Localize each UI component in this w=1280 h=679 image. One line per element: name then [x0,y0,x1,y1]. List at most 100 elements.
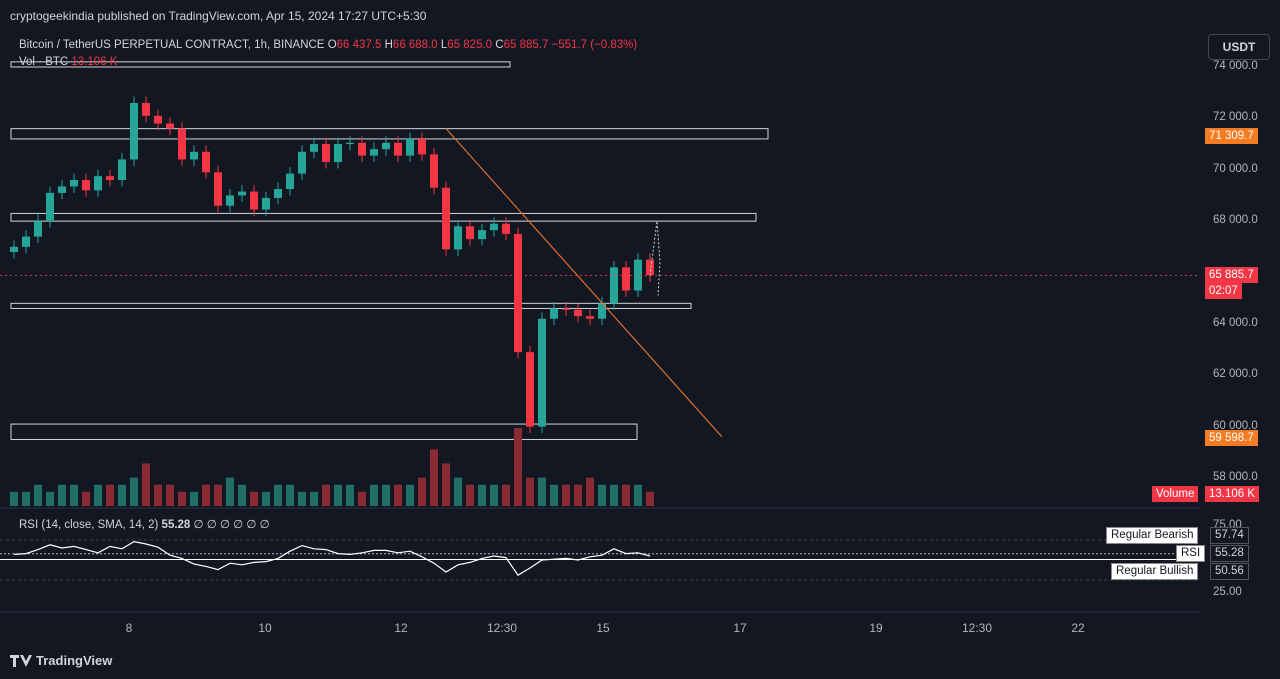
candle-body [358,142,366,156]
volume-bar [346,484,354,506]
candle-body [418,138,426,155]
trendline[interactable] [445,128,723,438]
tradingview-logo[interactable]: TradingView [10,653,112,668]
candle-body [490,223,498,231]
time-axis-tick: 12:30 [486,621,518,635]
price-axis-tick: 58 000.0 [1213,471,1258,483]
low-value: 65 825.0 [447,39,493,51]
publisher-info: cryptogeekindia published on TradingView… [10,9,427,23]
price-axis-tick: 60 000.0 [1213,419,1258,432]
volume-bar [634,484,642,506]
candle-body [226,195,234,206]
candle-body [466,226,474,240]
price-axis-tick: 64 000.0 [1213,316,1258,329]
volume-bar [142,463,150,506]
volume-bars [10,428,654,506]
candle-body [34,221,42,237]
volume-bar [34,484,42,506]
volume-bar [538,477,546,506]
price-axis-tick: 70 000.0 [1213,162,1258,175]
volume-bar [226,477,234,506]
candle-body [502,223,510,234]
volume-bar [382,484,390,506]
candle-body [322,144,330,163]
volume-bar [190,491,198,506]
candle-body [214,172,222,206]
candle-body [598,303,606,319]
volume-bar [46,491,54,506]
currency-button[interactable]: USDT [1208,34,1270,60]
volume-bar [514,428,522,506]
candle-body [46,192,54,222]
candle-body [430,154,438,188]
zone-box [10,61,511,68]
volume-tag-label: Volume [1152,486,1199,502]
time-axis-tick: 17 [733,621,747,635]
candle-body [202,151,210,173]
volume-bar [58,484,66,506]
time-axis-tick: 12 [394,621,408,635]
volume-bar [394,484,402,506]
volume-bar [250,491,258,506]
volume-bar [94,484,102,506]
candle-body [274,189,282,199]
volume-bar [238,484,246,506]
volume-bar [298,491,306,506]
projection-path [649,221,661,296]
time-axis-tick: 12:30 [961,621,993,635]
candle-body [442,187,450,250]
rsi-line [13,540,651,577]
candle-body [298,151,306,174]
volume-bar [430,449,438,506]
candle-body [286,173,294,190]
candle-body [454,226,462,250]
candle-body [154,115,162,124]
top-bar: cryptogeekindia published on TradingView… [0,0,1280,32]
rsi-legend-value: 55.28 [161,519,191,531]
candle-body [190,151,198,160]
time-axis-tick: 10 [258,621,272,635]
time-axis-tick: 15 [596,621,610,635]
volume-bar [82,491,90,506]
candle-body [22,236,30,247]
regular-bullish-value: 50.56 [1210,563,1249,580]
candle-body [574,309,582,317]
candle-body [610,267,618,304]
price-axis-tick: 74 000.0 [1213,60,1258,72]
candle-body [58,186,66,193]
zone-box [10,423,638,440]
zones [10,61,769,440]
regular-bearish-label: Regular Bearish [1106,527,1199,544]
close-label: C [495,39,504,51]
volume-legend-value: 13.106 K [71,56,118,68]
candle-body [538,318,546,427]
candle-body [166,123,174,129]
candle-body [514,233,522,353]
candle-body [382,142,390,150]
candle-body [370,149,378,156]
time-axis-tick: 19 [869,621,883,635]
volume-bar [202,484,210,506]
volume-legend[interactable]: Vol · BTC 13.106 K [19,56,117,68]
volume-bar [22,491,30,506]
volume-bar [310,491,318,506]
zone-box [10,128,769,140]
volume-bar [154,484,162,506]
volume-bar [622,484,630,506]
rsi-axis-lower: 25.00 [1213,586,1242,598]
volume-bar [478,484,486,506]
candle-body [346,142,354,145]
rsi-pane [0,539,1200,581]
volume-bar [274,484,282,506]
level-top-tag: 71 309.7 [1205,128,1258,144]
volume-bar [406,484,414,506]
symbol-legend[interactable]: Bitcoin / TetherUS PERPETUAL CONTRACT, 1… [19,39,637,51]
volume-bar [370,484,378,506]
rsi-legend[interactable]: RSI (14, close, SMA, 14, 2) 55.28 ∅ ∅ ∅ … [19,517,270,531]
volume-bar [442,463,450,506]
volume-bar [610,484,618,506]
volume-tag-value: 13.106 K [1205,486,1260,502]
volume-label: Vol · BTC [19,56,69,68]
candle-body [406,138,414,156]
